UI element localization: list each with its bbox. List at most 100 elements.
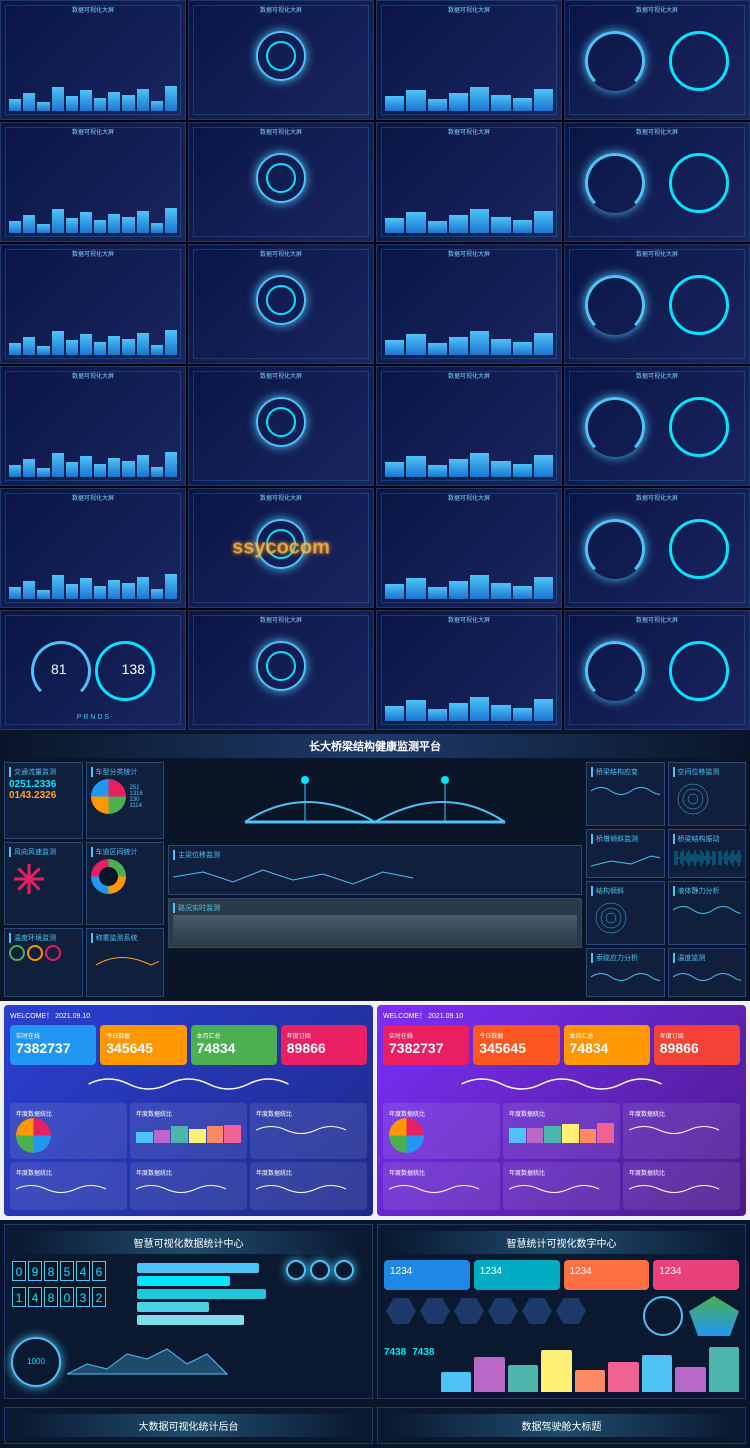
bar bbox=[508, 1365, 539, 1393]
stat-card[interactable]: 本月汇总74834 bbox=[191, 1025, 277, 1065]
stat-card[interactable]: 年度订阅89866 bbox=[654, 1025, 740, 1065]
digit: 4 bbox=[76, 1261, 90, 1281]
ring-gauge bbox=[643, 1296, 683, 1336]
monitor-panel: 称重监测系统 bbox=[86, 928, 165, 997]
bottom-dashboards: 大数据可视化统计后台 数据驾驶舱大标题 bbox=[0, 1403, 750, 1448]
bridge-center: 主梁位移监测 路况实时监测 bbox=[168, 762, 582, 997]
dashboard-thumbnail[interactable]: 数据可视化大屏 bbox=[376, 366, 562, 486]
pentagon-chart bbox=[689, 1296, 739, 1336]
blue-dashboard: WELCOME！ 2021.09.10 实时在线7382737今日数据34564… bbox=[4, 1005, 373, 1216]
sub-chart: 年度数据統比 bbox=[503, 1103, 620, 1159]
camera-image bbox=[173, 915, 577, 945]
stat-card[interactable]: 1234 bbox=[564, 1260, 650, 1290]
monitor-panel: 风向风速监测 bbox=[4, 842, 83, 926]
bar bbox=[709, 1347, 740, 1392]
hexagon-icon bbox=[556, 1298, 586, 1324]
bridge-right-column: 桥梁结构应变空间位移监测桥墩倾斜监测桥梁结构振动结构倾斜液体静力分析索缆应力分析… bbox=[586, 762, 746, 997]
stat-card[interactable]: 实时在线7382737 bbox=[10, 1025, 96, 1065]
dashboard-thumbnail[interactable]: 数据可视化大屏 bbox=[376, 610, 562, 730]
monitor-panel: 桥梁结构应变 bbox=[586, 762, 665, 826]
dashboard-thumbnail[interactable]: 数据可视化大屏 bbox=[564, 488, 750, 608]
stat-card[interactable]: 1234 bbox=[653, 1260, 739, 1290]
purple-dashboard: WELCOME！ 2021.09.10 实时在线7382737今日数据34564… bbox=[377, 1005, 746, 1216]
bar bbox=[608, 1362, 639, 1392]
bar bbox=[575, 1370, 606, 1393]
hbar bbox=[137, 1289, 266, 1299]
main-wave-chart bbox=[10, 1069, 367, 1099]
sub-chart: 年度数据統比 bbox=[623, 1162, 740, 1210]
dashboard-thumbnail[interactable]: 数据可视化大屏 bbox=[188, 610, 374, 730]
stat-card[interactable]: 今日数据345645 bbox=[100, 1025, 186, 1065]
monitor-panel: 温度环境监测 bbox=[4, 928, 83, 997]
digit: 4 bbox=[28, 1287, 42, 1307]
dashboard-thumbnail[interactable]: 数据可视化大屏 bbox=[0, 122, 186, 242]
dashboard-thumbnail[interactable]: 数据可视化大屏 bbox=[188, 244, 374, 364]
hexagon-icon bbox=[420, 1298, 450, 1324]
sub-chart: 年度数据統比 bbox=[383, 1103, 500, 1159]
bridge-monitor-dashboard: 长大桥梁结构健康监测平台 交通流量监测0251.23360143.2326车型分… bbox=[0, 730, 750, 1001]
digit-counters: 098546 148032 bbox=[11, 1260, 131, 1328]
gauge-icon bbox=[286, 1260, 306, 1280]
bridge-title: 长大桥梁结构健康监测平台 bbox=[4, 734, 746, 758]
sub-chart: 年度数据統比 bbox=[503, 1162, 620, 1210]
stat-card[interactable]: 实时在线7382737 bbox=[383, 1025, 469, 1065]
dashboard-thumbnail[interactable]: 数据可视化大屏 bbox=[188, 0, 374, 120]
mini-gauges bbox=[286, 1260, 366, 1328]
left-bottom-panel: 大数据可视化统计后台 bbox=[4, 1407, 373, 1444]
dashboard-thumbnail[interactable]: 数据可视化大屏 bbox=[188, 366, 374, 486]
bridge-diagram bbox=[168, 762, 582, 842]
bar bbox=[541, 1350, 572, 1393]
hbar bbox=[137, 1302, 209, 1312]
digit: 9 bbox=[28, 1261, 42, 1281]
dashboard-thumbnail[interactable]: 数据可视化大屏 bbox=[0, 488, 186, 608]
monitor-panel: 桥墩倾斜监测 bbox=[586, 829, 665, 878]
stats-centers: 智慧可视化数据统计中心 098546 148032 1000 智慧统计可视化数字… bbox=[0, 1220, 750, 1403]
monitor-panel: 车道区间统计 bbox=[86, 842, 165, 926]
digit: 0 bbox=[60, 1287, 74, 1307]
stat-card[interactable]: 今日数据345645 bbox=[473, 1025, 559, 1065]
dashboard-thumbnail[interactable]: 数据可视化大屏 bbox=[376, 488, 562, 608]
watermark: ssycocom bbox=[232, 537, 330, 560]
monitor-panel: 交通流量监测0251.23360143.2326 bbox=[4, 762, 83, 839]
stat-number: 7438 bbox=[384, 1342, 406, 1392]
dashboard-thumbnail[interactable]: 数据可视化大屏 bbox=[0, 0, 186, 120]
left-stats-panel: 智慧可视化数据统计中心 098546 148032 1000 bbox=[4, 1224, 373, 1399]
digit: 6 bbox=[92, 1261, 106, 1281]
bridge-left-column: 交通流量监测0251.23360143.2326车型分类统计2511316230… bbox=[4, 762, 164, 997]
welcome-label: WELCOME！ 2021.09.10 bbox=[10, 1011, 367, 1021]
dashboard-thumbnail[interactable]: 数据可视化大屏 bbox=[376, 0, 562, 120]
dashboard-thumbnail[interactable]: 数据可视化大屏 bbox=[564, 366, 750, 486]
dashboard-thumbnail[interactable]: 数据可视化大屏 bbox=[376, 244, 562, 364]
dashboard-thumbnail[interactable]: 数据可视化大屏 bbox=[376, 122, 562, 242]
bar bbox=[441, 1372, 472, 1392]
hbar bbox=[137, 1276, 230, 1286]
stat-card[interactable]: 本月汇总74834 bbox=[564, 1025, 650, 1065]
bar bbox=[675, 1367, 706, 1392]
dashboard-thumbnail[interactable]: 数据可视化大屏 bbox=[0, 366, 186, 486]
dashboard-thumbnail[interactable]: 数据可视化大屏 bbox=[564, 0, 750, 120]
dashboard-thumbnail[interactable]: 数据可视化大屏 bbox=[564, 244, 750, 364]
dashboard-thumbnail[interactable]: 数据可视化大屏 bbox=[564, 610, 750, 730]
bridge-status-panel: 主梁位移监测 bbox=[168, 845, 582, 895]
stat-card[interactable]: 年度订阅89866 bbox=[281, 1025, 367, 1065]
digit: 0 bbox=[12, 1261, 26, 1281]
dashboard-thumbnail[interactable]: 数据可视化大屏 bbox=[564, 122, 750, 242]
digit: 8 bbox=[44, 1287, 58, 1307]
stat-card[interactable]: 1234 bbox=[384, 1260, 470, 1290]
hexagon-grid bbox=[384, 1296, 637, 1336]
hexagon-icon bbox=[488, 1298, 518, 1324]
hexagon-icon bbox=[522, 1298, 552, 1324]
stat-card[interactable]: 1234 bbox=[474, 1260, 560, 1290]
digit: 1 bbox=[12, 1287, 26, 1307]
dashboard-thumbnail[interactable]: 数据可视化大屏 bbox=[188, 122, 374, 242]
bar bbox=[474, 1357, 505, 1392]
main-gauge: 1000 bbox=[11, 1337, 61, 1387]
horizontal-bars bbox=[137, 1260, 280, 1328]
dashboard-thumbnail[interactable]: 数据可视化大屏 bbox=[0, 244, 186, 364]
bar bbox=[642, 1355, 673, 1393]
right-bottom-panel: 数据驾驶舱大标题 bbox=[377, 1407, 746, 1444]
dashboard-thumbnail[interactable]: 81138P R N D S bbox=[0, 610, 186, 730]
digit: 8 bbox=[44, 1261, 58, 1281]
dashboard-thumbnail[interactable]: 数据可视化大屏ssycocom bbox=[188, 488, 374, 608]
camera-feed[interactable]: 路况实时监测 bbox=[168, 898, 582, 948]
